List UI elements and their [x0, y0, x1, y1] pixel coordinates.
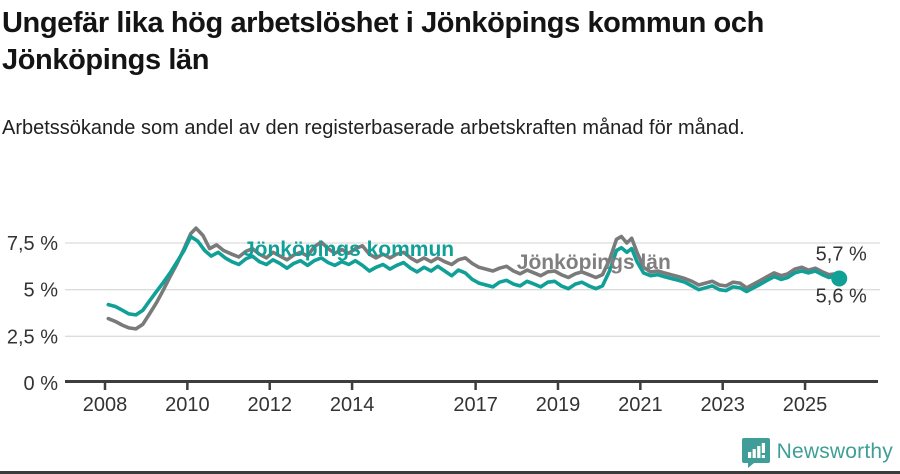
x-tick-label-2010: 2010 [165, 394, 210, 416]
x-tick-label-2021: 2021 [618, 394, 663, 416]
series-label-j-nk-pings-l-n: Jönköpings län [517, 251, 671, 274]
x-tick-label-2023: 2023 [700, 394, 745, 416]
x-tick-label-2019: 2019 [536, 394, 581, 416]
branding-footer: Newsworthy [741, 437, 893, 468]
logo-text: Newsworthy [776, 440, 893, 463]
y-tick-label: 5 % [24, 280, 59, 302]
x-tick-label-2012: 2012 [247, 394, 292, 416]
chart-subtitle: Arbetssökande som andel av den registerb… [2, 117, 745, 139]
x-tick-label-2025: 2025 [783, 394, 828, 416]
x-tick-label-2008: 2008 [83, 394, 128, 416]
chart-title: Ungefär lika hög arbetslöshet i Jönköpin… [2, 7, 764, 76]
end-value-label-j-nk-pings-kommun: 5,6 % [816, 285, 867, 307]
y-tick-label: 7,5 % [7, 233, 58, 255]
x-tick-label-2014: 2014 [330, 394, 375, 416]
y-tick-label: 0 % [24, 373, 59, 395]
y-tick-label: 2,5 % [7, 326, 58, 348]
bottom-rule [0, 471, 900, 474]
end-dot-j-nk-pings-kommun [831, 270, 848, 287]
end-value-label-j-nk-pings-l-n: 5,7 % [816, 244, 867, 266]
newsworthy-badge-icon [741, 437, 770, 468]
x-tick-label-2017: 2017 [453, 394, 498, 416]
series-line-j-nk-pings-kommun [106, 234, 842, 317]
series-line-j-nk-pings-l-n [106, 226, 842, 331]
series-label-j-nk-pings-kommun: Jönköpings kommun [243, 238, 454, 261]
